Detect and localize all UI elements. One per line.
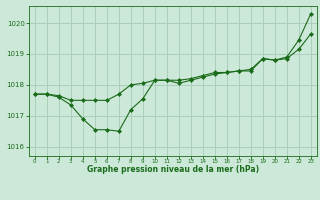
X-axis label: Graphe pression niveau de la mer (hPa): Graphe pression niveau de la mer (hPa) bbox=[87, 165, 259, 174]
